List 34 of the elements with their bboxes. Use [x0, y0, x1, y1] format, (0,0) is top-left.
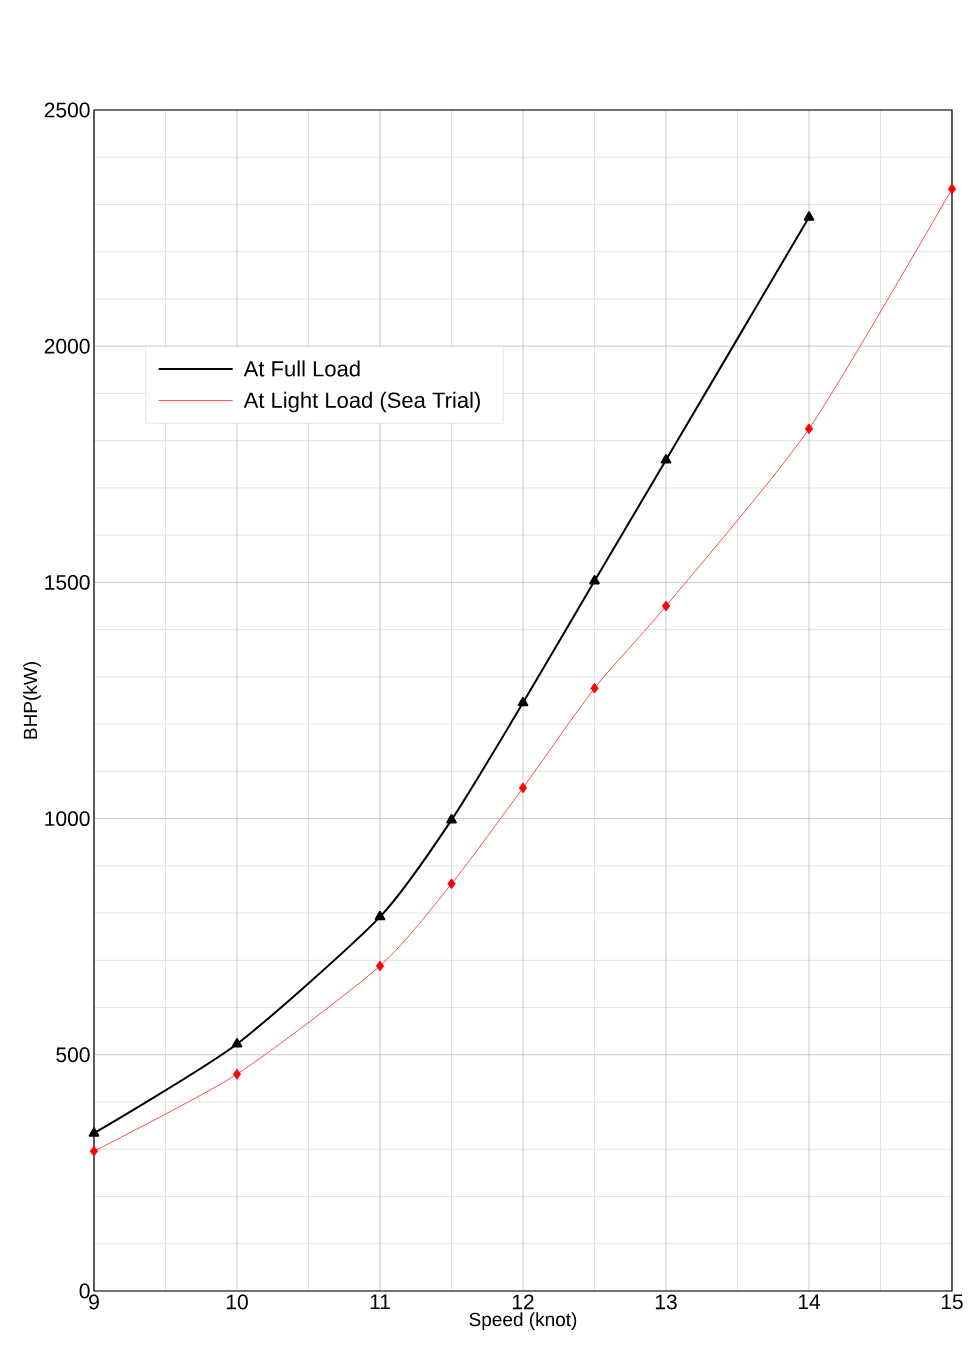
point — [232, 1068, 242, 1080]
point — [446, 814, 457, 824]
point — [518, 782, 528, 794]
point — [804, 423, 814, 435]
x-axis-title: Speed (knot) — [469, 1312, 577, 1330]
point — [947, 183, 957, 195]
y-tick-label: 500 — [56, 1047, 90, 1063]
x-tick-label: 12 — [512, 1294, 534, 1310]
point — [803, 211, 815, 221]
x-tick-label: 13 — [655, 1294, 677, 1310]
y-tick-label: 0 — [79, 1283, 90, 1299]
y-tick-label: 2500 — [44, 102, 90, 118]
legend-label: At Full Load — [243, 360, 360, 377]
y-tick-label: 1500 — [45, 574, 90, 590]
x-tick-label: 14 — [798, 1294, 821, 1309]
y-tick-label: 2000 — [44, 338, 90, 354]
x-tick-label: 10 — [226, 1294, 248, 1310]
y-axis-title: BHP(kW) — [23, 662, 41, 739]
x-tick-label: 15 — [941, 1294, 963, 1310]
point — [589, 574, 600, 585]
point — [447, 878, 456, 890]
point — [88, 1127, 100, 1137]
point — [517, 696, 529, 707]
point — [375, 960, 385, 972]
point — [374, 910, 386, 921]
legend-label: At Light Load (Sea Trial) — [243, 391, 480, 413]
point — [89, 1145, 99, 1157]
y-tick-label: 1000 — [45, 811, 90, 827]
x-tick-label: 11 — [370, 1294, 390, 1309]
point — [231, 1037, 243, 1048]
point — [660, 454, 672, 464]
point — [661, 600, 671, 612]
point — [590, 682, 599, 694]
x-tick-label: 9 — [89, 1294, 99, 1310]
